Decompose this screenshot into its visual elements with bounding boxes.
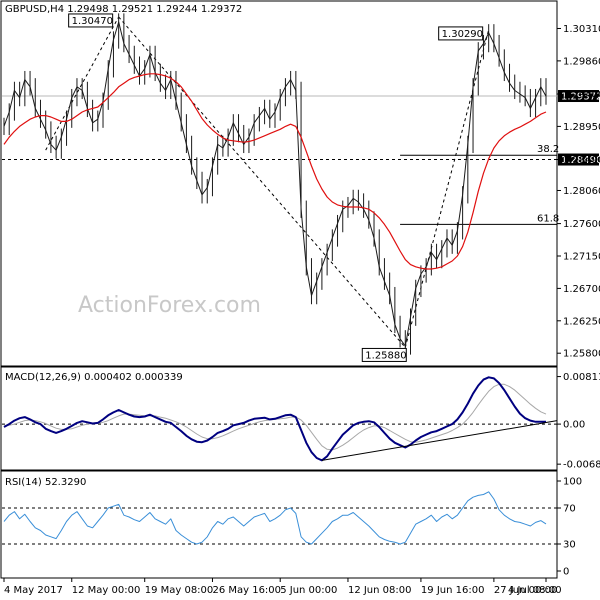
rsi-line — [3, 491, 547, 545]
watermark: ActionForex.com — [78, 293, 261, 318]
support-axis-badge — [558, 153, 599, 166]
rsi-title: RSI(14) 52.3290 — [5, 477, 86, 488]
main-y-tick-label: 1.30310 — [563, 24, 600, 35]
x-tick-label: 12 May 00:00 — [72, 585, 141, 596]
x-tick-label: 4 May 2017 — [4, 585, 63, 596]
rsi-y-tick-label: 100 — [563, 477, 582, 488]
support-axis-label: 1.28490 — [561, 155, 600, 166]
main-y-tick-label: 1.26250 — [563, 316, 600, 327]
rsi-y-tick-label: 0 — [563, 567, 569, 578]
main-y-tick-label: 1.26700 — [563, 284, 600, 295]
macd-y-tick-label: -0.006844 — [563, 460, 600, 471]
x-tick-label: 19 Jun 16:00 — [421, 585, 485, 596]
main-title: GBPUSD,H4 1.29498 1.29521 1.29244 1.2937… — [5, 4, 242, 15]
x-tick-label: 27 Jun 00:00 — [494, 585, 558, 596]
main-y-tick-label: 1.28490 — [563, 155, 600, 166]
macd-layer — [2, 376, 558, 462]
x-tick-label: 19 May 08:00 — [145, 585, 214, 596]
x-tick-label: 12 Jun 08:00 — [348, 585, 412, 596]
main-y-tick-label: 1.27600 — [563, 219, 600, 230]
main-y-tick-label: 1.27150 — [563, 252, 600, 263]
axis-layer: 1.29372 1.28490 1.30310 1.29860 1.29400 1.289… — [3, 24, 600, 596]
x-tick-label: 26 May 16:00 — [212, 585, 281, 596]
fib-level-label: 61.8 — [537, 213, 559, 224]
swing-annotation-label: 1.30290 — [442, 29, 483, 40]
fib-level-label: 38.2 — [537, 144, 559, 155]
main-y-tick-label: 1.29860 — [563, 56, 600, 67]
current-price-axis-badge — [558, 90, 599, 103]
swing-line — [45, 16, 120, 151]
swing-line — [404, 29, 490, 348]
macd-trendline — [321, 420, 558, 461]
price-line — [3, 21, 547, 347]
moving-average-line — [3, 73, 547, 270]
current-price-axis-label: 1.29372 — [561, 92, 600, 103]
swing-line — [118, 16, 406, 348]
main-y-tick-label: 1.28060 — [563, 186, 600, 197]
macd-y-tick-label: 0.00 — [563, 420, 585, 431]
rsi-y-tick-label: 30 — [563, 540, 576, 551]
macd-signal-line — [3, 383, 547, 451]
swing-annotation-box — [68, 13, 114, 28]
x-tick-label: 4 Jul 08:00 — [508, 585, 562, 596]
rsi-y-tick-label: 70 — [563, 504, 576, 515]
macd-panel-frame — [0, 366, 558, 471]
x-tick-label: 5 Jun 00:00 — [280, 585, 337, 596]
macd-y-tick-label: 0.008118 — [563, 372, 600, 383]
swing-annotation-box — [361, 347, 407, 362]
main-layer: 38.2 61.8 1.30470 1.25880 1.30290 — [2, 13, 559, 362]
main-y-tick-label: 1.28950 — [563, 122, 600, 133]
main-y-tick-label: 1.29400 — [563, 90, 600, 101]
main-panel-frame — [0, 0, 558, 367]
swing-annotation-label: 1.25880 — [365, 350, 406, 361]
rsi-panel-frame — [0, 470, 558, 579]
macd-line — [3, 376, 546, 462]
macd-title: MACD(12,26,9) 0.000402 0.000339 — [5, 372, 183, 383]
swing-annotation-label: 1.30470 — [72, 16, 113, 27]
swing-annotation-box — [438, 26, 484, 41]
rsi-layer — [2, 491, 557, 545]
